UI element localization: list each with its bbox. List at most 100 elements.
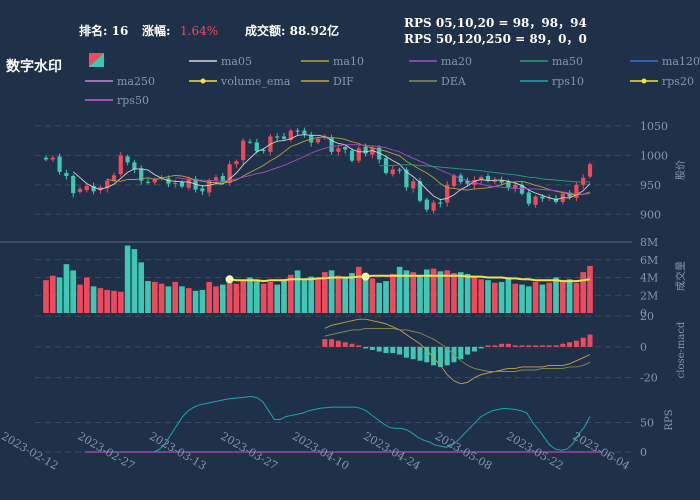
candle-body [57,156,62,172]
candle [241,138,246,165]
volume-bar [179,286,185,313]
candle [200,184,205,195]
candle-body [499,180,504,183]
candle [50,155,55,162]
header-bar: 排名: 16 涨幅: 1.64% 成交额: 88.92亿 RPS 05,10,20 = … [6,16,587,75]
volume-bar [437,271,444,313]
price-line-ma20 [175,144,591,195]
macd-dea-line [324,327,591,372]
candle [57,153,62,175]
candle-body [43,157,49,160]
candle-body [349,150,355,161]
legend-item-ma50: ma50 [520,55,583,68]
legend-label-ma50: ma50 [552,55,583,68]
candle [71,174,76,198]
volume-bar [240,281,246,313]
candle-body [397,169,402,171]
volume-bar [158,283,165,313]
candle-body [139,168,144,181]
candle [220,173,225,185]
x-tick-label: 2023-03-27 [218,430,279,473]
candle [492,177,497,185]
price-panel: 900 950 1000 1050 股价 [0,120,687,243]
candle [295,128,300,135]
candle [424,197,429,212]
candle-body [288,130,293,140]
volume-bar [138,262,144,313]
volume-bar [417,275,423,313]
volume-bar [526,286,532,313]
rps-summary-line2: RPS 50,120,250 = 89，0，0 [404,32,587,46]
macd-hist-bar [437,346,443,367]
volume-bar [186,288,192,313]
candle-body [125,156,130,163]
candle-body [492,180,497,182]
x-tick-label: 2023-04-10 [290,430,351,473]
volume-bar [294,270,301,313]
macd-hist-bar [417,346,423,361]
volume-bar [478,279,484,313]
legend: ma05 ma10 ma20 ma50 ma120 ma250 volume_ema DIF D… [85,53,700,107]
volume-bar [124,245,131,313]
candle-body [377,147,382,160]
price-tick-950: 950 [640,179,661,192]
price-line-ma10 [107,136,591,196]
volume-bar [131,249,138,313]
candle-body [77,188,83,192]
price-line-ma50 [379,164,590,183]
candle-body [111,175,117,181]
macd-dif-line [324,318,591,385]
volume-bar [165,286,172,313]
candle-body [220,175,225,182]
volume-tick-4: 4M [640,272,658,285]
volume-tick-0: 0 [640,307,647,320]
macd-hist-bar [335,340,341,347]
candle-body [247,141,253,143]
macd-tick--20: -20 [640,372,658,385]
candle-body [445,184,450,203]
candle [445,181,450,207]
candle-body [254,142,259,152]
candle-body [105,180,110,189]
candle-body [363,147,368,154]
legend-label-ma20: ma20 [441,55,472,68]
volume-bar [362,276,369,313]
candle [315,137,321,145]
volume-bar [580,272,586,313]
volume-bar [342,276,348,313]
candle-body [295,130,300,132]
macd-hist-bar [512,345,518,347]
volume-bar [396,266,403,313]
volume-ema-marker [225,275,234,284]
macd-hist-bar [580,337,586,347]
candle-body [465,180,470,184]
volume-bar [90,286,97,313]
candle [132,160,137,174]
legend-label-ma250: ma250 [117,75,155,88]
legend-item-volume_ema: volume_ema [189,75,291,88]
candle-body [200,188,205,192]
rps10-line [85,395,591,453]
volume-bar [566,279,573,313]
candle-body [50,157,55,160]
candle [587,162,593,179]
legend-item-ma10: ma10 [301,55,364,68]
volume-bar [492,282,498,313]
macd-hist-bar [458,346,464,360]
macd-hist-bar [492,345,498,347]
turnover-text: 成交额: 88.92亿 [245,23,339,38]
candle [343,145,348,154]
candle-body [207,180,212,193]
candle-body [581,177,586,185]
volume-bar [505,278,512,313]
volume-bar [267,281,274,313]
volume-ema-marker [361,272,370,281]
macd-hist-bar [478,346,484,349]
candle-body [356,148,361,161]
volume-bar [322,272,328,313]
candle-body [451,175,457,186]
volume-bar [301,280,308,313]
candle-body [479,177,484,181]
candle-body [411,181,416,189]
candle [159,174,164,181]
